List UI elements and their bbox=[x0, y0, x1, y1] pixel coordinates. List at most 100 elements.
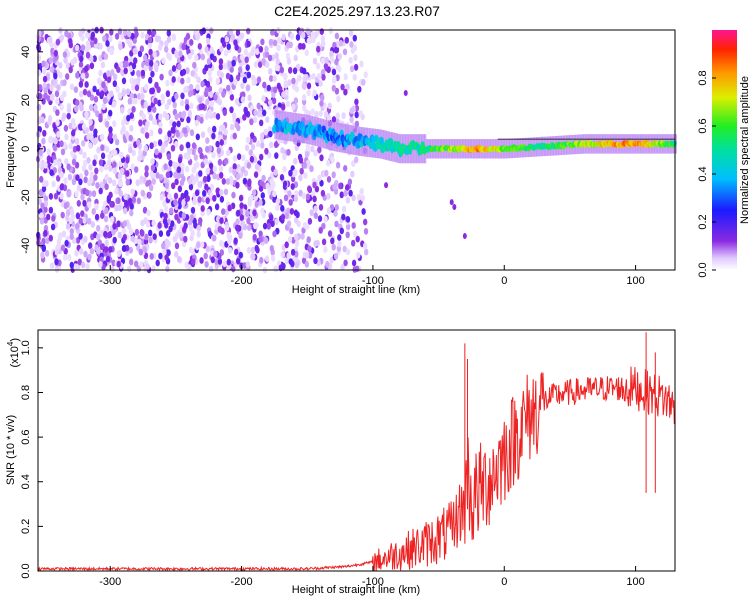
heatmap-noise-cell bbox=[217, 158, 223, 166]
heatmap-noise-cell bbox=[212, 125, 217, 133]
heatmap-noise-cell bbox=[165, 171, 171, 179]
heatmap-noise-cell bbox=[42, 75, 48, 83]
heatmap-noise-cell bbox=[298, 156, 304, 164]
heatmap-noise-cell bbox=[295, 63, 301, 71]
heatmap-noise-cell bbox=[268, 130, 273, 138]
heatmap-noise-cell bbox=[357, 85, 362, 93]
heatmap-noise-cell bbox=[121, 119, 126, 127]
heatmap-noise-cell bbox=[281, 262, 286, 270]
heatmap-noise-cell bbox=[219, 45, 224, 53]
snr-x-axis: -300 -200 -100 0 100 bbox=[99, 566, 645, 588]
heatmap-noise-cell bbox=[197, 43, 202, 50]
heatmap-noise-cell bbox=[162, 217, 168, 225]
heatmap-noise-cell bbox=[140, 229, 145, 237]
heatmap-noise-cell bbox=[301, 43, 306, 50]
snr-plot-area bbox=[38, 330, 675, 571]
heatmap-noise-cell bbox=[113, 149, 118, 157]
snr-x-tick-label: 100 bbox=[626, 576, 644, 588]
heatmap-noise-cell bbox=[246, 27, 251, 35]
heatmap-noise-cell bbox=[69, 261, 75, 269]
heatmap-noise-cell bbox=[52, 144, 58, 152]
heatmap-noise-cell bbox=[155, 259, 160, 267]
heatmap-noise-cell bbox=[239, 32, 245, 40]
heatmap-noise-cell bbox=[124, 60, 129, 68]
heatmap-noise-cell bbox=[181, 212, 187, 220]
heatmap-noise-cell bbox=[96, 146, 101, 154]
heatmap-noise-cell bbox=[129, 228, 134, 236]
heatmap-noise-cell bbox=[337, 234, 342, 241]
heatmap-noise-cell bbox=[268, 38, 274, 46]
heatmap-noise-cell bbox=[98, 113, 103, 120]
heatmap-noise-cell bbox=[356, 193, 362, 201]
heatmap-noise-cell bbox=[259, 119, 264, 127]
heatmap-noise-cell bbox=[197, 196, 202, 204]
heatmap-noise-cell bbox=[67, 254, 72, 261]
heatmap-noise-cell bbox=[132, 78, 138, 86]
heatmap-noise-cell bbox=[79, 248, 84, 255]
heatmap-noise-cell bbox=[131, 149, 136, 157]
heatmap-noise-cell bbox=[61, 112, 67, 120]
heatmap-noise-cell bbox=[179, 144, 184, 152]
heatmap-noise-cell bbox=[203, 158, 208, 166]
heatmap-noise-cell bbox=[349, 116, 354, 124]
snr-y-tick-label: 0.4 bbox=[20, 474, 32, 489]
heatmap-noise-cell bbox=[260, 142, 265, 149]
heatmap-noise-cell bbox=[77, 258, 83, 266]
heatmap-noise-cell bbox=[114, 33, 120, 40]
heatmap-noise-cell bbox=[103, 53, 109, 60]
heatmap-noise-cell bbox=[87, 201, 92, 209]
heatmap-noise-cell bbox=[114, 138, 120, 146]
heatmap-noise-cell bbox=[185, 33, 191, 40]
heatmap-noise-cell bbox=[318, 227, 323, 234]
heatmap-noise-cell bbox=[301, 227, 306, 234]
heatmap-noise-cell bbox=[76, 184, 82, 192]
heatmap-noise-cell bbox=[289, 208, 295, 215]
heatmap-noise-cell bbox=[86, 133, 91, 141]
heatmap-noise-cell bbox=[48, 234, 53, 242]
heatmap-noise-cell bbox=[195, 84, 200, 91]
heatmap-noise-cell bbox=[59, 103, 64, 111]
snr-y-axis: 0.0 0.2 0.4 0.6 0.8 1.0 bbox=[20, 340, 43, 579]
heatmap-noise-cell bbox=[311, 73, 316, 80]
heatmap-noise-cell bbox=[61, 230, 67, 238]
heatmap-noise-cell bbox=[164, 103, 170, 110]
heatmap-noise-cell bbox=[139, 175, 144, 183]
heatmap-noise-cell bbox=[327, 230, 333, 238]
heatmap-noise-cell bbox=[286, 220, 292, 228]
heatmap-noise-cell bbox=[294, 216, 299, 224]
heatmap-noise-cell bbox=[352, 73, 357, 81]
heatmap-noise-cell bbox=[257, 61, 263, 68]
heatmap-noise-cell bbox=[177, 156, 183, 164]
heatmap-noise-cell bbox=[305, 193, 311, 201]
heatmap-noise-cell bbox=[106, 231, 112, 239]
heatmap-noise-cell bbox=[129, 209, 134, 217]
heatmap-noise-cell bbox=[313, 212, 318, 220]
heatmap-noise-cell bbox=[86, 157, 91, 164]
heatmap-noise-cell bbox=[44, 250, 50, 257]
heatmap-noise-cell bbox=[256, 102, 261, 110]
heatmap-noise-cell bbox=[309, 165, 314, 173]
heatmap-noise-cell bbox=[92, 55, 97, 63]
heatmap-noise-cell bbox=[45, 237, 50, 245]
heatmap-noise-cell bbox=[112, 161, 117, 169]
heatmap-noise-cell bbox=[340, 264, 345, 271]
heatmap-noise-cell bbox=[70, 58, 75, 66]
heatmap-noise-cell bbox=[174, 92, 179, 100]
heatmap-noise-cell bbox=[351, 222, 356, 229]
heatmap-noise-cell bbox=[247, 94, 252, 102]
heatmap-noise-cell bbox=[165, 113, 170, 121]
heatmap-noise-cell bbox=[212, 194, 217, 202]
heatmap-noise-cell bbox=[59, 94, 65, 102]
heatmap-noise-cell bbox=[84, 169, 89, 177]
heatmap-noise-cell bbox=[321, 222, 326, 230]
heatmap-noise-cell bbox=[95, 110, 100, 118]
heatmap-noise-cell bbox=[215, 77, 221, 85]
heatmap-noise-cell bbox=[149, 170, 155, 178]
heatmap-noise-cell bbox=[114, 204, 119, 212]
heatmap-noise-cell bbox=[78, 30, 83, 38]
heatmap-noise-cell bbox=[312, 181, 317, 189]
heatmap-noise-cell bbox=[230, 33, 236, 41]
heatmap-noise-cell bbox=[349, 65, 355, 73]
heatmap-noise-cell bbox=[69, 228, 75, 235]
heatmap-noise-cell bbox=[119, 151, 124, 159]
